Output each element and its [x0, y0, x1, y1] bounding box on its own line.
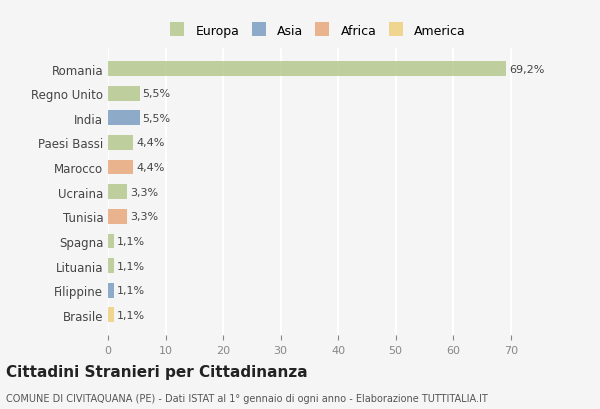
- Text: 1,1%: 1,1%: [117, 285, 145, 295]
- Text: 3,3%: 3,3%: [130, 187, 158, 197]
- Bar: [108, 62, 506, 77]
- Text: 4,4%: 4,4%: [136, 138, 164, 148]
- Text: 4,4%: 4,4%: [136, 163, 164, 173]
- Bar: [108, 160, 133, 175]
- Bar: [108, 185, 127, 200]
- Bar: [108, 87, 140, 101]
- Bar: [108, 209, 127, 224]
- Text: 5,5%: 5,5%: [143, 89, 170, 99]
- Text: 1,1%: 1,1%: [117, 310, 145, 320]
- Bar: [108, 283, 115, 298]
- Bar: [108, 258, 115, 273]
- Text: 5,5%: 5,5%: [143, 114, 170, 124]
- Text: Cittadini Stranieri per Cittadinanza: Cittadini Stranieri per Cittadinanza: [6, 364, 308, 379]
- Text: COMUNE DI CIVITAQUANA (PE) - Dati ISTAT al 1° gennaio di ogni anno - Elaborazion: COMUNE DI CIVITAQUANA (PE) - Dati ISTAT …: [6, 393, 488, 403]
- Bar: [108, 308, 115, 322]
- Text: 69,2%: 69,2%: [509, 65, 544, 74]
- Text: 1,1%: 1,1%: [117, 236, 145, 246]
- Bar: [108, 234, 115, 249]
- Text: 3,3%: 3,3%: [130, 212, 158, 222]
- Text: 1,1%: 1,1%: [117, 261, 145, 271]
- Bar: [108, 111, 140, 126]
- Bar: [108, 136, 133, 151]
- Legend: Europa, Asia, Africa, America: Europa, Asia, Africa, America: [164, 18, 472, 44]
